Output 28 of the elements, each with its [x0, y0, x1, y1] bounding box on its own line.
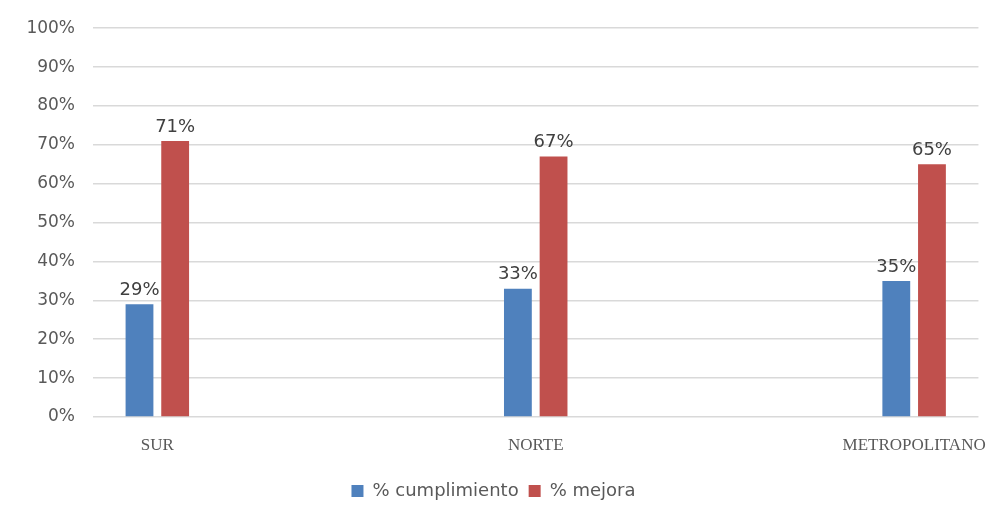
y-tick-label: 70% — [37, 133, 75, 154]
y-tick-label: 50% — [37, 211, 75, 232]
x-tick-label: NORTE — [507, 434, 564, 454]
y-tick-label: 0% — [48, 405, 75, 426]
legend-label: % cumplimiento — [372, 478, 519, 500]
data-label: 71% — [155, 114, 196, 136]
data-label: 67% — [533, 130, 574, 152]
y-tick-label: 40% — [37, 249, 75, 270]
bar — [161, 140, 190, 417]
x-tick-label: METROPOLITANO — [842, 434, 986, 454]
bar — [539, 156, 568, 417]
legend-label: % mejora — [549, 478, 636, 500]
bar — [125, 304, 154, 417]
bar — [882, 280, 911, 417]
y-tick-label: 20% — [37, 327, 75, 348]
data-label: 35% — [876, 254, 917, 276]
y-tick-label: 60% — [37, 172, 75, 193]
data-label: 65% — [911, 137, 952, 159]
data-label: 33% — [497, 262, 538, 284]
x-tick-label: SUR — [140, 434, 175, 454]
y-tick-label: 30% — [37, 288, 75, 309]
y-tick-label: 100% — [26, 16, 75, 37]
data-label: 29% — [119, 277, 160, 299]
bar — [503, 288, 532, 417]
bar — [918, 164, 946, 417]
y-tick-label: 90% — [37, 55, 75, 76]
y-tick-label: 80% — [37, 94, 75, 115]
y-tick-label: 10% — [37, 366, 75, 387]
